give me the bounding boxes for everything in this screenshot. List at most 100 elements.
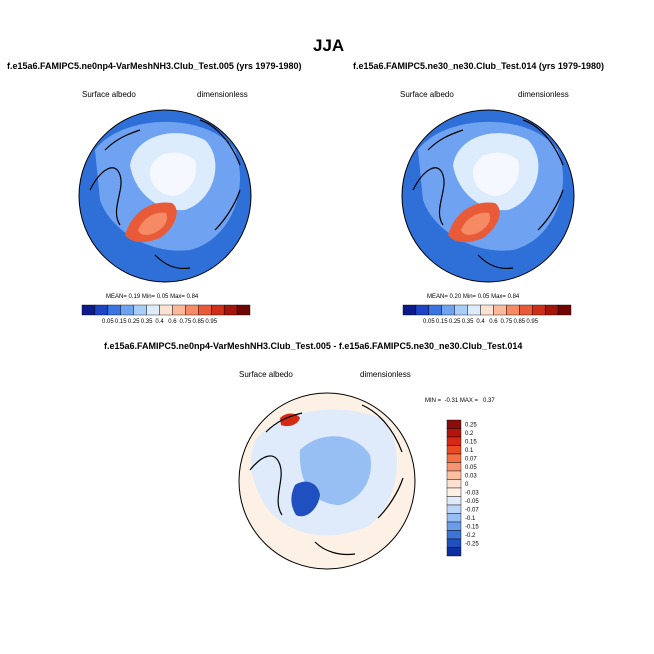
diff-colorbar-swatch [446, 496, 462, 506]
diff-colorbar-swatch [446, 436, 462, 446]
diff-colorbar-tick-label: -0.03 [465, 490, 479, 496]
diff-colorbar-swatch [446, 453, 462, 463]
panel-1-colorbar-swatch [107, 304, 121, 316]
diff-dark-blue-region [291, 481, 320, 517]
panel-1-stats: MEAN= 0.19 Min= 0.05 Max= 0.84 [106, 294, 198, 300]
diff-colorbar-tick-label: 0.07 [465, 456, 477, 462]
panel-2-colorbar-swatch [544, 304, 559, 316]
diff-colorbar-swatch [446, 419, 462, 429]
diff-colorbar-swatch [446, 428, 462, 438]
panel-1-colorbar-swatch [223, 304, 238, 316]
panel-1-colorbar-swatch [159, 304, 173, 316]
panel-1-colorbar-tick-label: 0.25 [128, 319, 140, 325]
panel-2-colorbar-swatch [454, 304, 468, 316]
panel-1-colorbar-tick-label: 0.95 [205, 319, 217, 325]
diff-colorbar: 0.25 0.2 0.15 0.1 0.07 0.05 0.03 0 -0.03 -0.05 -0.… [446, 419, 479, 557]
diff-red-patch [280, 413, 300, 427]
panel-2-mean: 0.20 [449, 294, 462, 300]
diff-colorbar-tick-label: -0.05 [465, 499, 479, 505]
panel-2-colorbar-swatch [506, 304, 520, 316]
panel-1-max: 0.84 [186, 294, 199, 300]
panel-2-colorbar-tick-label: 0.15 [436, 319, 448, 325]
panel-2-colorbar-tick-label: 0.75 [501, 319, 513, 325]
panel-1-colorbar-tick-label: 0.75 [180, 319, 192, 325]
panel-1-colorbar-tick-label: 0.15 [115, 319, 127, 325]
panel-1-title: f.e15a6.FAMIPC5.ne0np4-VarMeshNH3.Club_T… [7, 61, 302, 71]
panel-2-colorbar-swatch [557, 304, 572, 316]
panel-2-title: f.e15a6.FAMIPC5.ne30_ne30.Club_Test.014 … [353, 61, 604, 71]
panel-2-colorbar-swatch [467, 304, 481, 316]
panel-2-map-border [401, 109, 575, 283]
panel-2-colorbar: 0.05 0.15 0.25 0.35 0.4 0.6 0.75 0.85 0.95 [402, 304, 572, 325]
diff-colorbar-tick-label: -0.1 [465, 516, 476, 522]
panel-1-units: dimensionless [197, 90, 248, 99]
panel-1-colorbar-swatch [172, 304, 186, 316]
panel-1-colorbar-tick-label: 0.35 [141, 319, 153, 325]
panel-2-colorbar-swatch [402, 304, 417, 316]
panel-2-colorbar-swatch [519, 304, 533, 316]
panel-2-max: 0.84 [507, 294, 520, 300]
panel-1-min: 0.05 [156, 294, 169, 300]
diff-stats: MIN = -0.31 MAX = 0.37 [425, 398, 495, 404]
panel-1-colorbar: 0.05 0.15 0.25 0.35 0.4 0.6 0.75 0.85 0.95 [81, 304, 251, 325]
diff-coastline [249, 404, 404, 556]
panel-1-min-label: Min= [141, 294, 156, 300]
panel-2-colorbar-swatch [441, 304, 455, 316]
panel-1-colorbar-swatch [94, 304, 109, 316]
diff-colorbar-swatch [446, 487, 462, 497]
panel-1-map-border [78, 109, 252, 283]
panel-2-colorbar-tick-label: 0.05 [423, 319, 435, 325]
panel-1-max-label: Max= [170, 294, 185, 300]
panel-1-colorbar-tick-label: 0.6 [168, 319, 177, 325]
panel-1-variable: Surface albedo [82, 90, 136, 99]
diff-colorbar-tick-label: 0.1 [465, 448, 474, 454]
panel-2-ice-core [472, 152, 520, 196]
panel-2-colorbar-tick-label: 0.4 [476, 319, 485, 325]
diff-map [239, 393, 415, 569]
panel-2-coastline [412, 119, 564, 270]
panel-1-mean-label: MEAN= [106, 294, 127, 300]
diff-colorbar-swatch [446, 547, 462, 557]
diff-colorbar-swatch [446, 530, 462, 540]
panel-2-max-label: Max= [491, 294, 506, 300]
panel-1-colorbar-swatch [198, 304, 212, 316]
panel-1-colorbar-tick-label: 0.05 [102, 319, 114, 325]
diff-title: f.e15a6.FAMIPC5.ne0np4-VarMeshNH3.Club_T… [104, 341, 523, 351]
figure-title: JJA [313, 36, 345, 55]
panel-2-colorbar-swatch [532, 304, 546, 316]
panel-2-greenland-core [461, 212, 491, 235]
panel-1-colorbar-swatch [146, 304, 160, 316]
diff-colorbar-swatch [446, 521, 462, 531]
diff-colorbar-tick-label: -0.2 [465, 533, 476, 539]
panel-1-ice-core [149, 152, 197, 196]
panel-2-min-label: Min= [462, 294, 477, 300]
diff-colorbar-swatch [446, 479, 462, 489]
diff-colorbar-swatch [446, 462, 462, 472]
diff-colorbar-swatch [446, 445, 462, 455]
diff-colorbar-tick-label: 0.15 [465, 439, 477, 445]
panel-2-units: dimensionless [518, 90, 569, 99]
diff-colorbar-tick-label: -0.15 [465, 524, 479, 530]
panel-1-colorbar-swatch [185, 304, 199, 316]
panel-2-colorbar-swatch [415, 304, 430, 316]
diff-colorbar-tick-label: 0.2 [465, 431, 474, 437]
diff-colorbar-tick-label: -0.25 [465, 541, 479, 547]
diff-colorbar-tick-label: 0 [465, 482, 469, 488]
panel-1-colorbar-swatch [211, 304, 225, 316]
panel-1-colorbar-swatch [81, 304, 96, 316]
panel-2-colorbar-tick-label: 0.6 [489, 319, 498, 325]
panel-2-variable: Surface albedo [400, 90, 454, 99]
panel-2-colorbar-tick-label: 0.25 [449, 319, 461, 325]
diff-colorbar-swatch [446, 513, 462, 523]
diff-map-border [238, 392, 416, 570]
diff-colorbar-tick-label: 0.25 [465, 422, 477, 428]
panel-2-colorbar-tick-label: 0.85 [513, 319, 525, 325]
diff-colorbar-tick-label: -0.07 [465, 507, 479, 513]
diff-colorbar-swatch [446, 538, 462, 548]
panel-1-coastline [89, 119, 241, 270]
panel-2-colorbar-tick-label: 0.35 [462, 319, 474, 325]
panel-2-colorbar-tick-label: 0.95 [526, 319, 538, 325]
panel-1-map [79, 110, 251, 282]
diff-colorbar-tick-label: 0.03 [465, 473, 477, 479]
